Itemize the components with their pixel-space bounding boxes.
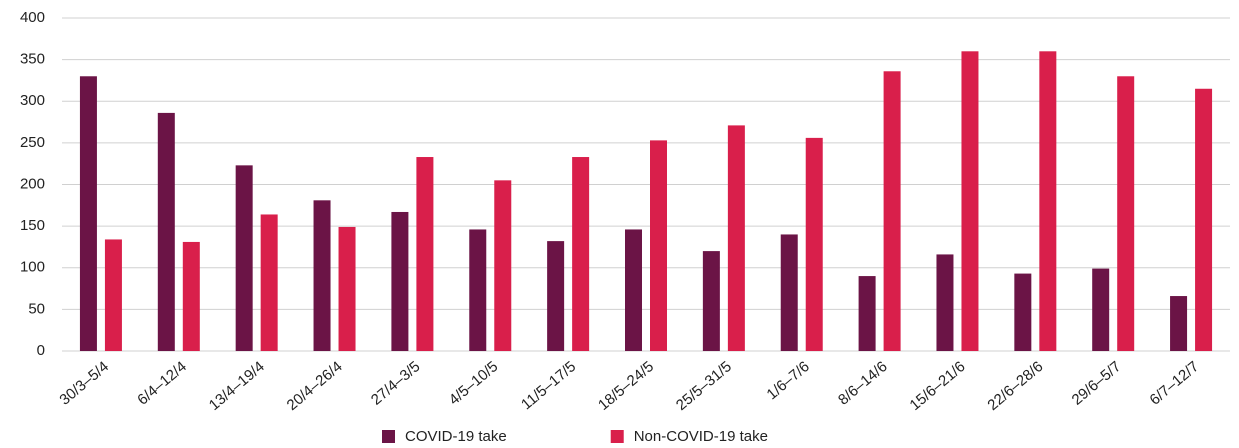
x-tick-label: 1/6–7/6 [764, 358, 813, 403]
bar [727, 125, 745, 351]
bar [1117, 76, 1135, 352]
x-tick-label: 11/5–17/5 [518, 358, 579, 413]
bar [260, 214, 278, 351]
bar [702, 251, 720, 351]
y-tick-label: 100 [20, 259, 45, 276]
bar [650, 140, 667, 351]
bar [883, 71, 901, 351]
x-tick-label: 27/4–3/5 [368, 358, 424, 409]
bar [1014, 273, 1032, 351]
bar [494, 180, 512, 351]
y-tick-label: 50 [28, 300, 45, 317]
bar [547, 241, 565, 351]
y-tick-label: 400 [20, 9, 45, 26]
x-tick-label: 29/6–5/7 [1069, 358, 1125, 409]
bar [235, 165, 253, 351]
x-tick-label: 4/5–10/5 [446, 358, 502, 409]
bar [157, 112, 175, 351]
y-tick-label: 300 [20, 92, 45, 109]
x-tick-label: 6/7–12/7 [1147, 358, 1203, 409]
x-tick-label: 13/4–19/4 [206, 358, 268, 414]
bar [572, 157, 590, 351]
bar [625, 229, 642, 351]
x-tick-label: 25/5–31/5 [673, 358, 735, 414]
bar [182, 241, 200, 351]
bar [1039, 51, 1057, 352]
x-tick-label: 20/4–26/4 [284, 358, 346, 414]
x-tick-label: 6/4–12/4 [134, 358, 190, 409]
bar [104, 239, 122, 351]
y-tick-label: 200 [20, 175, 45, 192]
bar [469, 229, 487, 351]
bar [338, 226, 356, 351]
x-tick-label: 30/3–5/4 [56, 358, 112, 409]
bar [858, 276, 876, 351]
x-tick-label: 8/6–14/6 [835, 358, 891, 409]
y-tick-label: 250 [20, 134, 45, 151]
bar [313, 200, 331, 351]
bar [1170, 296, 1188, 351]
bar [1195, 88, 1213, 351]
x-tick-label: 18/5–24/5 [595, 358, 657, 414]
bar [961, 51, 979, 352]
bar [780, 234, 798, 351]
x-tick-label: 22/6–28/6 [984, 358, 1046, 414]
legend-label: Non-COVID-19 take [634, 428, 768, 445]
x-tick-label: 15/6–21/6 [907, 358, 969, 414]
bar [416, 157, 434, 351]
legend-swatch [610, 430, 624, 443]
bar [805, 137, 823, 351]
legend-swatch [382, 430, 395, 443]
y-tick-label: 150 [20, 217, 45, 234]
bar [936, 254, 954, 351]
y-tick-label: 0 [37, 342, 45, 359]
bar [79, 76, 97, 352]
bar [391, 211, 409, 351]
y-tick-label: 350 [20, 51, 45, 68]
legend-label: COVID-19 take [405, 428, 507, 445]
bar [1092, 268, 1110, 351]
